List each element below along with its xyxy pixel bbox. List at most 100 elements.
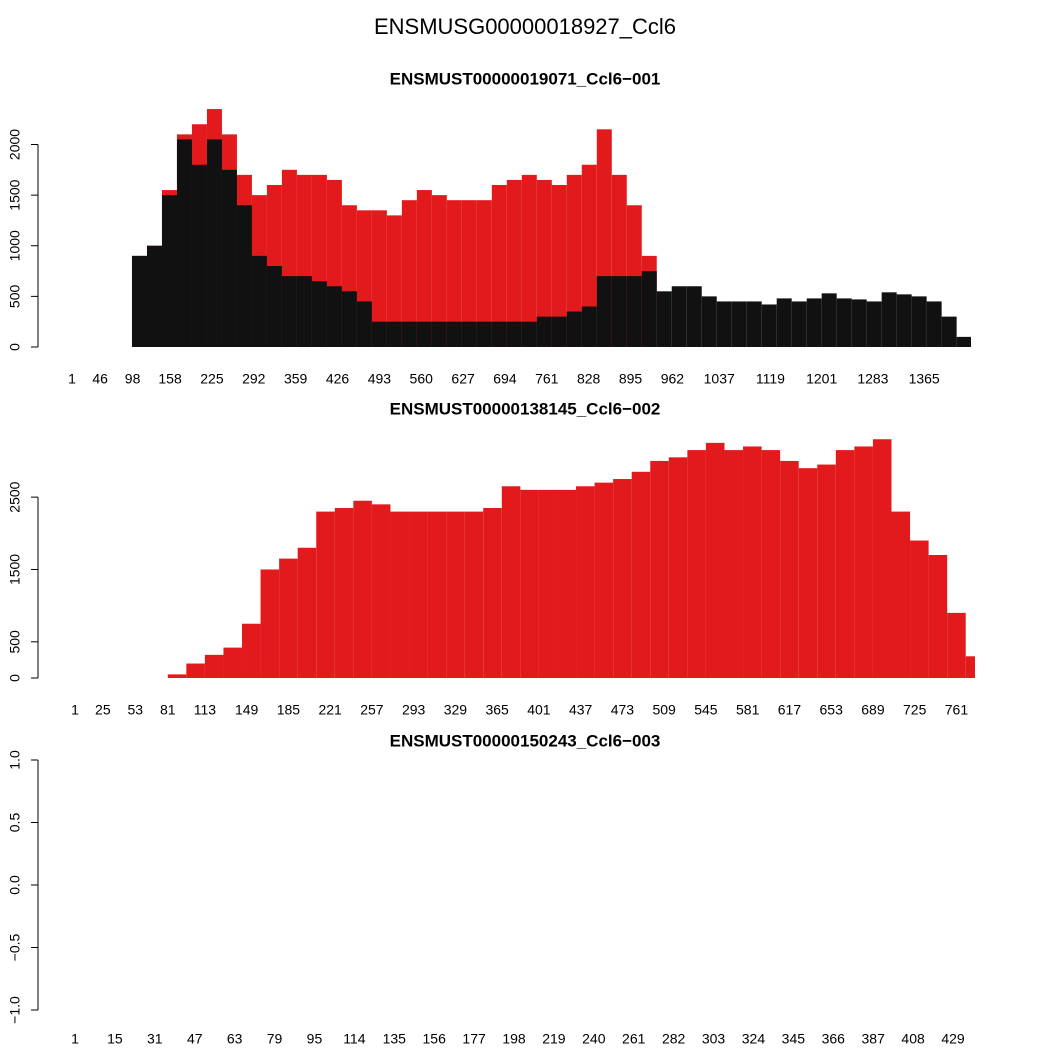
x-tick-label: 135 <box>383 1031 407 1047</box>
bar <box>687 450 706 678</box>
bar <box>743 446 762 678</box>
bar <box>146 245 162 347</box>
y-tick-label: 1.0 <box>7 750 23 770</box>
panel-title: ENSMUST00000138145_Ccl6−002 <box>390 399 661 418</box>
bar <box>371 210 387 347</box>
bar <box>538 489 558 678</box>
bar <box>650 460 669 678</box>
bar <box>891 511 911 678</box>
bar <box>356 301 372 347</box>
bar <box>296 276 312 347</box>
x-tick-label: 240 <box>582 1031 606 1047</box>
bar <box>416 190 432 347</box>
bar <box>941 316 957 347</box>
y-tick-label: 1500 <box>7 179 23 210</box>
bar <box>131 255 147 347</box>
bar <box>521 174 537 347</box>
bar <box>851 299 867 347</box>
bar <box>854 446 873 678</box>
bar <box>431 321 447 347</box>
bar <box>731 301 747 347</box>
x-tick-label: 359 <box>284 371 308 387</box>
bar <box>186 663 205 678</box>
x-tick-label: 31 <box>147 1031 163 1047</box>
bar <box>520 489 539 678</box>
y-tick-label: 0.5 <box>7 813 23 833</box>
bar <box>594 482 614 678</box>
bar <box>716 301 732 347</box>
bar <box>491 185 507 347</box>
bar <box>221 169 237 347</box>
bar <box>817 464 836 678</box>
x-tick-label: 895 <box>619 371 643 387</box>
bar <box>613 479 632 678</box>
bar <box>761 450 781 678</box>
x-tick-label: 366 <box>822 1031 846 1047</box>
x-tick-label: 828 <box>577 371 601 387</box>
bar <box>926 301 942 347</box>
x-tick-label: 1283 <box>857 371 888 387</box>
x-tick-label: 221 <box>318 702 342 718</box>
bar <box>631 471 651 678</box>
bar <box>910 540 929 678</box>
bar <box>334 507 354 678</box>
x-tick-label: 365 <box>485 702 509 718</box>
bar <box>581 306 597 347</box>
bar <box>191 164 207 347</box>
bar <box>581 164 597 347</box>
x-tick-label: 15 <box>107 1031 123 1047</box>
x-tick-label: 1201 <box>806 371 837 387</box>
x-tick-label: 149 <box>235 702 259 718</box>
y-tick-label: 0 <box>7 674 23 682</box>
bar <box>281 276 297 347</box>
bar <box>701 296 717 347</box>
bar <box>341 291 357 347</box>
x-tick-label: 387 <box>862 1031 886 1047</box>
bar <box>911 296 927 347</box>
bar <box>326 286 342 347</box>
x-tick-label: 581 <box>736 702 760 718</box>
bar <box>806 298 822 347</box>
bar <box>390 511 410 678</box>
bar <box>872 439 892 678</box>
bar <box>566 311 582 347</box>
panel-title: ENSMUST00000019071_Ccl6−001 <box>390 69 661 88</box>
bar <box>881 292 897 347</box>
bar <box>947 612 966 678</box>
bar <box>161 195 177 347</box>
bar <box>176 139 192 347</box>
x-tick-label: 293 <box>402 702 426 718</box>
x-tick-label: 46 <box>92 371 108 387</box>
x-tick-label: 1365 <box>909 371 940 387</box>
bar <box>506 179 522 347</box>
x-tick-label: 261 <box>622 1031 646 1047</box>
y-tick-label: 0 <box>7 343 23 351</box>
bar <box>242 623 261 678</box>
bar <box>223 647 243 678</box>
bar <box>483 507 502 678</box>
bar <box>671 286 687 347</box>
bar <box>311 281 327 347</box>
bar <box>686 286 702 347</box>
x-tick-label: 292 <box>242 371 266 387</box>
bar <box>297 547 317 678</box>
y-tick-label: −0.5 <box>7 933 23 961</box>
bar <box>536 179 552 347</box>
x-tick-label: 962 <box>661 371 685 387</box>
bar <box>260 569 280 678</box>
bar <box>491 321 507 347</box>
x-tick-label: 158 <box>158 371 182 387</box>
x-tick-label: 324 <box>742 1031 766 1047</box>
bar <box>551 316 567 347</box>
x-tick-label: 257 <box>360 702 384 718</box>
y-tick-label: 500 <box>7 284 23 308</box>
bar <box>476 321 492 347</box>
bar <box>761 304 777 347</box>
y-tick-label: 1000 <box>7 230 23 261</box>
bar <box>464 511 484 678</box>
bar <box>266 266 282 347</box>
bar <box>791 301 807 347</box>
x-tick-label: 198 <box>502 1031 526 1047</box>
bar <box>835 450 855 678</box>
x-tick-label: 345 <box>782 1031 806 1047</box>
